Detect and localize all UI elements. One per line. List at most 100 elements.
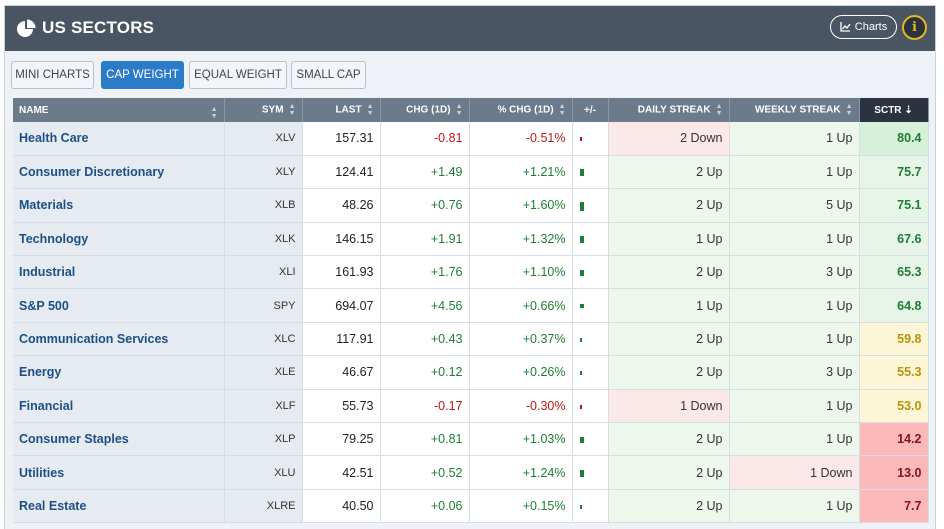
change-bar-cell xyxy=(572,255,609,290)
sector-symbol: XLV xyxy=(224,122,303,156)
sector-symbol: XLB xyxy=(224,188,303,223)
change-bar-cell xyxy=(572,355,609,390)
column-header-sctr[interactable]: SCTR ⇣ xyxy=(859,98,929,122)
tab-equal-weight[interactable]: EQUAL WEIGHT xyxy=(189,61,287,89)
change-1d: +4.56 xyxy=(380,288,470,323)
sector-name-link[interactable]: Industrial xyxy=(13,255,225,290)
change-bar-cell xyxy=(572,288,609,323)
table-row[interactable]: Utilities XLU 42.51 +0.52 +1.24% 2 Up 1 Down 13… xyxy=(13,455,929,490)
sector-name-link[interactable]: Health Care xyxy=(13,122,225,156)
table-row[interactable]: Technology XLK 146.15 +1.91 +1.32% 1 Up 1 Up 67… xyxy=(13,222,929,257)
daily-streak: 2 Down xyxy=(608,122,730,156)
change-bar-cell xyxy=(572,322,609,357)
last-price: 79.25 xyxy=(302,422,381,457)
table-row[interactable]: Real Estate XLRE 40.50 +0.06 +0.15% 2 Up 1 Up 7… xyxy=(13,489,929,524)
table-row[interactable]: Financial XLF 55.73 -0.17 -0.30% 1 Down 1 Up 53… xyxy=(13,389,929,424)
sector-symbol: XLP xyxy=(224,422,303,457)
sector-name-link[interactable]: Consumer Discretionary xyxy=(13,155,225,190)
table-row[interactable]: Industrial XLI 161.93 +1.76 +1.10% 2 Up 3 Up 65… xyxy=(13,255,929,290)
sector-name-link[interactable]: Technology xyxy=(13,222,225,257)
percent-change-1d: +1.10% xyxy=(469,255,573,290)
change-bar xyxy=(579,371,582,376)
daily-streak: 2 Up xyxy=(608,422,730,457)
daily-streak: 2 Up xyxy=(608,489,730,524)
charts-button[interactable]: Charts xyxy=(830,15,897,39)
tab-cap-weight[interactable]: CAP WEIGHT xyxy=(101,61,184,89)
sector-name-link[interactable]: Consumer Staples xyxy=(13,422,225,457)
percent-change-1d: +0.15% xyxy=(469,489,573,524)
percent-change-1d: +1.24% xyxy=(469,455,573,490)
change-bar xyxy=(579,436,584,443)
sort-icon: ▲ ▼ xyxy=(715,103,723,117)
daily-streak: 2 Up xyxy=(608,355,730,390)
sctr-score: 14.2 xyxy=(859,422,929,457)
sector-name-link[interactable]: Financial xyxy=(13,389,225,424)
change-1d: +0.81 xyxy=(380,422,470,457)
table-row[interactable]: Energy XLE 46.67 +0.12 +0.26% 2 Up 3 Up 55.3 xyxy=(13,355,929,390)
sector-name-link[interactable]: S&P 500 xyxy=(13,288,225,323)
weekly-streak: 3 Up xyxy=(729,355,860,390)
sctr-score: 67.6 xyxy=(859,222,929,257)
percent-change-1d: +0.26% xyxy=(469,355,573,390)
change-bar xyxy=(579,201,584,211)
change-bar-cell xyxy=(572,188,609,223)
percent-change-1d: -0.30% xyxy=(469,389,573,424)
sctr-score: 65.3 xyxy=(859,255,929,290)
column-header-name[interactable]: NAME ▲ ▼ xyxy=(13,98,225,122)
sector-name-link[interactable]: Materials xyxy=(13,188,225,223)
sector-name-link[interactable]: Energy xyxy=(13,355,225,390)
change-bar xyxy=(579,304,584,309)
percent-change-1d: +1.60% xyxy=(469,188,573,223)
weekly-streak: 1 Up xyxy=(729,389,860,424)
column-header-pchg[interactable]: % CHG (1D) ▲ ▼ xyxy=(469,98,573,122)
table-row[interactable]: Consumer Discretionary XLY 124.41 +1.49 +1.2… xyxy=(13,155,929,190)
percent-change-1d: +0.66% xyxy=(469,288,573,323)
column-header-weekly-streak[interactable]: WEEKLY STREAK ▲ ▼ xyxy=(729,98,860,122)
change-bar xyxy=(579,269,584,276)
sort-icon: ▲ ▼ xyxy=(288,103,296,117)
column-header-chg[interactable]: CHG (1D) ▲ ▼ xyxy=(380,98,470,122)
change-1d: +1.49 xyxy=(380,155,470,190)
table-row[interactable]: Communication Services XLC 117.91 +0.43 +0.3… xyxy=(13,322,929,357)
daily-streak: 2 Up xyxy=(608,455,730,490)
weekly-streak: 1 Up xyxy=(729,155,860,190)
weekly-streak: 1 Up xyxy=(729,422,860,457)
info-icon[interactable]: i xyxy=(902,15,927,40)
table-row[interactable]: S&P 500 SPY 694.07 +4.56 +0.66% 1 Up 1 Up 64.8 xyxy=(13,288,929,323)
panel-title: US SECTORS xyxy=(42,18,155,37)
tab-mini-charts[interactable]: MINI CHARTS xyxy=(11,61,94,89)
table-row[interactable]: Health Care XLV 157.31 -0.81 -0.51% 2 Down 1 U… xyxy=(13,122,929,156)
last-price: 42.51 xyxy=(302,455,381,490)
percent-change-1d: +0.37% xyxy=(469,322,573,357)
table-row[interactable]: Materials XLB 48.26 +0.76 +1.60% 2 Up 5 Up 75.1 xyxy=(13,188,929,223)
sector-name-link[interactable]: Utilities xyxy=(13,455,225,490)
weekly-streak: 1 Up xyxy=(729,489,860,524)
sector-symbol: XLE xyxy=(224,355,303,390)
sort-icon: ▲ ▼ xyxy=(455,103,463,117)
column-header-daily-streak[interactable]: DAILY STREAK ▲ ▼ xyxy=(608,98,730,122)
daily-streak: 2 Up xyxy=(608,255,730,290)
sector-name-link[interactable]: Communication Services xyxy=(13,322,225,357)
last-price: 157.31 xyxy=(302,122,381,156)
change-bar-cell xyxy=(572,455,609,490)
charts-button-label: Charts xyxy=(854,21,888,33)
change-1d: +1.91 xyxy=(380,222,470,257)
weekly-streak: 1 Up xyxy=(729,322,860,357)
change-1d: +0.06 xyxy=(380,489,470,524)
table-row[interactable]: Consumer Staples XLP 79.25 +0.81 +1.03% 2 Up 1… xyxy=(13,422,929,457)
sector-name-link[interactable]: Real Estate xyxy=(13,489,225,524)
change-1d: +1.76 xyxy=(380,255,470,290)
percent-change-1d: +1.03% xyxy=(469,422,573,457)
sort-icon: ▲ ▼ xyxy=(845,103,853,117)
last-price: 146.15 xyxy=(302,222,381,257)
sector-symbol: XLF xyxy=(224,389,303,424)
sector-symbol: XLU xyxy=(224,455,303,490)
change-1d: +0.12 xyxy=(380,355,470,390)
column-header-last[interactable]: LAST ▲ ▼ xyxy=(302,98,381,122)
weekly-streak: 1 Up xyxy=(729,222,860,257)
last-price: 48.26 xyxy=(302,188,381,223)
percent-change-1d: +1.32% xyxy=(469,222,573,257)
tab-small-cap[interactable]: SMALL CAP xyxy=(291,61,366,89)
column-header-sym[interactable]: SYM ▲ ▼ xyxy=(224,98,303,122)
sector-symbol: XLI xyxy=(224,255,303,290)
